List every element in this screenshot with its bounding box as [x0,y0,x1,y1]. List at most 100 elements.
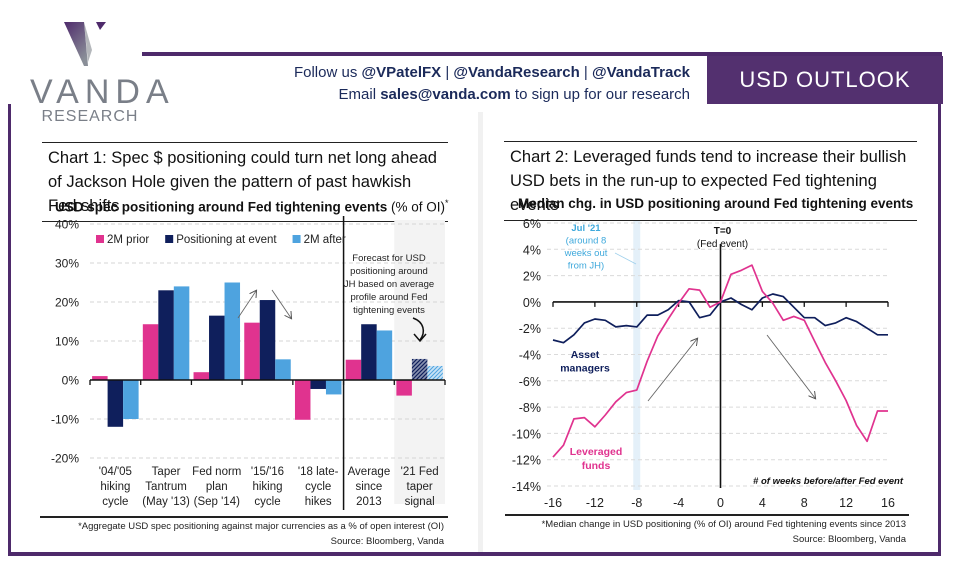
bar-2m-after [376,330,393,380]
handle-vandaresearch[interactable]: @VandaResearch [453,64,580,81]
category-label: '21 Fed [401,466,439,478]
y-tick-label: 0% [523,296,541,310]
bar-2m-prior [142,324,159,380]
content-frame [8,104,941,556]
bar-2m-after [427,365,443,380]
category-label: Fed norm [192,466,241,478]
y-tick-label: 40% [55,218,79,232]
category-label: (Sep '14) [194,496,240,508]
chart2-title: Chart 2: Leveraged funds tend to increas… [504,141,917,221]
header-contact: Follow us @VPatelFX | @VandaResearch | @… [230,62,690,106]
x-tick-label: -4 [673,496,684,510]
bar-2m-prior [345,359,362,380]
category-label: signal [405,496,435,508]
header-rule [142,52,942,56]
bar-2m-after [325,380,342,395]
y-tick-label: 4% [523,243,541,257]
chart2-source: Source: Bloomberg, Vanda [792,534,906,545]
forecast-annotation: tightening events [353,305,425,316]
category-label: '04/'05 [99,466,132,478]
leveraged-funds-label: Leveraged [570,446,623,458]
bar-2m-prior [193,372,210,380]
brand-name: VANDA [30,73,175,111]
category-label: since [355,481,382,493]
bar-positioning-at-event [411,358,428,380]
x-tick-label: -16 [544,496,562,510]
jul21-highlight-band [633,221,641,490]
jul21-annotation: Jul '21 [571,223,601,234]
x-tick-label: 4 [759,496,766,510]
y-tick-label: 30% [55,257,79,271]
category-label: hiking [100,481,130,493]
forecast-arrowhead-icon [413,333,427,343]
category-label: cycle [254,496,280,508]
bar-2m-after [123,380,139,419]
forecast-annotation: positioning around [350,266,428,277]
bar-positioning-at-event [209,315,225,380]
y-tick-label: -2% [519,322,541,336]
separator: | [579,64,592,81]
category-label: hiking [252,481,282,493]
leveraged-funds-label: funds [582,460,611,472]
chart1-subtitle-unit: (% of OI) [387,199,446,215]
chart2-footnote: *Median change in USD positioning (% of … [541,519,906,530]
legend-swatch [165,235,174,243]
chart2-footer-rule [505,514,909,516]
y-tick-label: -4% [519,349,541,363]
category-label: hikes [305,496,332,508]
chart2-footer: *Median change in USD positioning (% of … [505,517,906,547]
chart1-subtitle: USD spec positioning around Fed tighteni… [55,198,449,215]
handle-vandatrack[interactable]: @VandaTrack [591,64,690,81]
y-tick-label: -8% [519,401,541,415]
email-link[interactable]: sales@vanda.com [380,86,511,103]
chart1-title: Chart 1: Spec $ positioning could turn n… [42,142,448,222]
bar-positioning-at-event [361,324,377,380]
category-label: cycle [305,481,331,493]
category-label: cycle [102,496,128,508]
bar-positioning-at-event [107,380,124,427]
forecast-annotation: profile around Fed [350,292,427,303]
chart1-bar-chart: 40% 30% 20% 10% 0% -10% -20% '04/'05 hiking cycle… [51,216,446,510]
y-tick-label: 6% [523,217,541,231]
vanda-logo: VANDA RESEARCH [30,18,175,128]
category-label: 2013 [356,496,382,508]
chart1-footer: *Aggregate USD spec positioning against … [40,519,444,549]
asset-managers-label: Asset [571,349,600,361]
email-suffix: to sign up for our research [510,86,690,103]
down-arrow-icon [271,289,291,318]
bar-2m-prior [294,380,311,420]
legend-label: 2M after [304,234,346,246]
category-label: '15/'16 [251,466,284,478]
category-label: Tantrum [145,481,187,493]
jul21-annotation: from JH) [568,261,604,272]
bar-2m-after [224,282,241,380]
category-label: plan [206,481,228,493]
chart1-subtitle-mark: * [445,198,449,208]
jul21-annotation: weeks out [564,248,608,259]
chart1-footnote: *Aggregate USD spec positioning against … [78,521,444,532]
t0-sublabel: (Fed event) [697,239,748,250]
email-prefix: Email [338,86,381,103]
bar-2m-prior [396,380,412,396]
category-label: Taper [152,466,181,478]
fall-arrow-icon [766,334,815,398]
chart1-footer-rule [40,516,448,518]
legend-label: Positioning at event [176,234,277,246]
category-label: taper [407,481,433,493]
x-tick-label: 16 [881,496,895,510]
section-label: USD OUTLOOK [707,56,943,104]
x-tick-label: -8 [631,496,642,510]
chart1-subtitle-bold: USD spec positioning around Fed tighteni… [55,199,388,215]
handle-vpatelfx[interactable]: @VPatelFX [361,64,442,81]
bar-positioning-at-event [310,380,326,389]
bar-2m-after [173,286,190,380]
follow-prefix: Follow us [293,64,362,81]
y-tick-label: -10% [512,427,541,441]
forecast-arrow-icon [412,317,425,341]
forecast-annotation: Forecast for USD [352,253,426,264]
x-tick-label: 12 [839,496,853,510]
y-tick-label: -12% [512,454,541,468]
bar-2m-after [275,359,291,380]
asset-managers-label: managers [560,363,610,375]
v-mark-icon [64,22,106,66]
